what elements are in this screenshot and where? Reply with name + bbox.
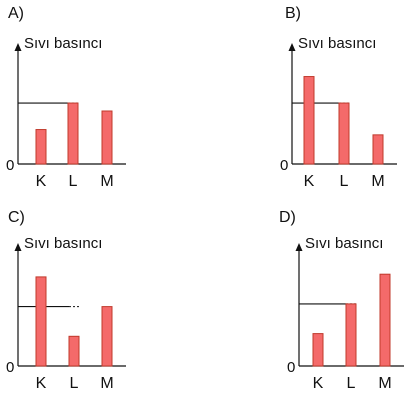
chart-panel-c[interactable]: C) Sıvı basıncı 0 K L M bbox=[6, 209, 126, 392]
panel-label: A) bbox=[8, 5, 24, 22]
y-axis-label: Sıvı basıncı bbox=[305, 235, 383, 252]
bar-l bbox=[338, 102, 350, 165]
y-axis-arrow-icon bbox=[14, 243, 22, 251]
bar-l bbox=[345, 303, 357, 367]
y-axis-arrow-icon bbox=[288, 43, 296, 51]
bar-l bbox=[68, 335, 80, 367]
zero-label: 0 bbox=[287, 359, 295, 376]
x-tick-label-m: M bbox=[378, 375, 391, 392]
y-axis-arrow-icon bbox=[295, 243, 303, 251]
x-tick-label-k: K bbox=[313, 375, 324, 392]
bar-l bbox=[67, 102, 79, 165]
x-tick-label-l: L bbox=[340, 173, 349, 190]
y-axis-label: Sıvı basıncı bbox=[24, 35, 102, 52]
chart-panel-b[interactable]: B) Sıvı basıncı 0K L M bbox=[280, 5, 397, 190]
bar-m bbox=[101, 110, 113, 165]
x-tick-label-l: L bbox=[69, 173, 78, 190]
x-tick-label-k: K bbox=[304, 173, 315, 190]
x-tick-label-m: M bbox=[371, 173, 384, 190]
bar-m bbox=[372, 134, 384, 165]
panel-label: B) bbox=[285, 5, 301, 22]
x-tick-label-m: M bbox=[100, 375, 113, 392]
zero-label: 0 bbox=[6, 359, 14, 376]
y-axis-label: Sıvı basıncı bbox=[298, 35, 376, 52]
x-tick-label-l: L bbox=[70, 375, 79, 392]
chart-panel-d[interactable]: D) Sıvı basıncı 0 K L M bbox=[279, 209, 404, 392]
bar-m bbox=[379, 273, 391, 367]
bar-k bbox=[312, 333, 324, 367]
bar-m bbox=[101, 306, 113, 367]
bar-k bbox=[35, 129, 47, 165]
zero-label: 0 bbox=[280, 157, 288, 174]
x-tick-label-m: M bbox=[100, 173, 113, 190]
bar-k bbox=[35, 276, 47, 367]
zero-label: 0 bbox=[6, 157, 14, 174]
x-tick-label-l: L bbox=[347, 375, 356, 392]
y-axis-arrow-icon bbox=[14, 43, 22, 51]
panel-label: D) bbox=[279, 209, 296, 226]
panel-label: C) bbox=[8, 209, 25, 226]
x-tick-label-k: K bbox=[36, 375, 47, 392]
bar-k bbox=[303, 76, 315, 165]
y-axis-label: Sıvı basıncı bbox=[24, 235, 102, 252]
chart-panel-a[interactable]: A)Sıvı basıncı 0 K L M bbox=[6, 5, 126, 190]
x-tick-label-k: K bbox=[36, 173, 47, 190]
